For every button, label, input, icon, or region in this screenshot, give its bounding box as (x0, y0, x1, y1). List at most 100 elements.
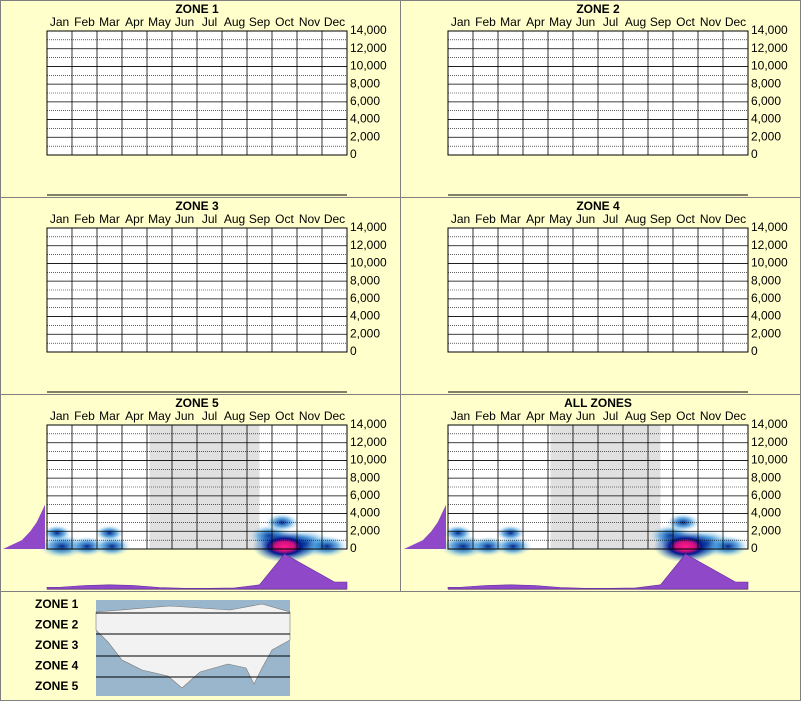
x-tick-label: Apr (125, 409, 144, 423)
y-tick-label: 12,000 (751, 238, 788, 252)
x-tick-label: Apr (125, 15, 144, 29)
y-tick-label: 14,000 (751, 220, 788, 234)
hotspot (252, 530, 317, 563)
elevation-density (404, 504, 446, 549)
plot-border (46, 424, 348, 550)
y-tick-label: 2,000 (751, 129, 781, 143)
x-tick-label: Jan (50, 15, 69, 29)
y-tick-label: 12,000 (350, 238, 387, 252)
x-tick-label: Dec (324, 409, 345, 423)
y-tick-label: 8,000 (751, 273, 781, 287)
x-tick-label: May (148, 212, 171, 226)
x-tick-label: Feb (475, 212, 496, 226)
x-tick-label: Jul (603, 15, 618, 29)
hotspot (494, 536, 532, 557)
y-tick-label: 8,000 (350, 470, 380, 484)
y-tick-label: 8,000 (751, 470, 781, 484)
x-tick-label: Apr (526, 212, 545, 226)
zone-label: ZONE 2 (35, 618, 79, 632)
x-tick-label: Jul (202, 409, 217, 423)
plot-border (46, 227, 348, 353)
chart-title: ZONE 5 (175, 396, 219, 410)
x-tick-label: Jan (50, 212, 69, 226)
y-tick-label: 4,000 (751, 506, 781, 520)
x-tick-label: Aug (224, 15, 245, 29)
plot-border (447, 227, 749, 353)
y-tick-label: 4,000 (751, 309, 781, 323)
chart-title: ZONE 2 (576, 2, 620, 16)
y-tick-label: 12,000 (751, 41, 788, 55)
x-tick-label: Sep (249, 409, 271, 423)
hotspot (496, 525, 525, 542)
x-tick-label: Jun (576, 15, 595, 29)
x-tick-label: Dec (324, 212, 345, 226)
x-tick-label: Feb (475, 15, 496, 29)
x-tick-label: Jul (202, 212, 217, 226)
plot-border (46, 30, 348, 156)
chart-title: ZONE 4 (576, 199, 620, 213)
x-tick-label: May (549, 409, 572, 423)
y-tick-label: 14,000 (350, 23, 387, 37)
x-tick-label: Apr (526, 409, 545, 423)
x-tick-label: Jan (451, 409, 470, 423)
x-tick-label: Oct (676, 15, 695, 29)
hotspot (707, 535, 749, 558)
x-tick-label: Sep (249, 15, 271, 29)
x-tick-label: Jan (50, 409, 69, 423)
hotspot (42, 525, 72, 542)
x-tick-label: Nov (700, 212, 721, 226)
x-tick-label: Aug (625, 15, 646, 29)
x-tick-label: Dec (725, 212, 746, 226)
chart-title: ZONE 3 (175, 199, 219, 213)
y-tick-label: 0 (751, 344, 758, 358)
x-tick-label: Jun (576, 212, 595, 226)
y-tick-label: 6,000 (350, 94, 380, 108)
hotspot (653, 530, 718, 563)
x-tick-label: Jan (451, 212, 470, 226)
month-density (46, 553, 348, 590)
x-tick-label: Sep (650, 15, 672, 29)
y-tick-label: 0 (350, 541, 357, 555)
x-tick-label: Aug (625, 409, 646, 423)
x-tick-label: Apr (526, 15, 545, 29)
x-tick-label: Feb (74, 15, 95, 29)
y-tick-label: 2,000 (350, 326, 380, 340)
y-tick-label: 6,000 (350, 291, 380, 305)
x-tick-label: Nov (299, 15, 320, 29)
y-tick-label: 0 (751, 147, 758, 161)
y-tick-label: 2,000 (350, 523, 380, 537)
x-tick-label: Sep (650, 212, 672, 226)
x-tick-label: Feb (74, 409, 95, 423)
x-tick-label: Mar (500, 212, 521, 226)
y-tick-label: 0 (350, 147, 357, 161)
x-tick-label: Jun (576, 409, 595, 423)
y-tick-label: 2,000 (751, 326, 781, 340)
y-tick-label: 0 (751, 541, 758, 555)
y-tick-label: 6,000 (751, 488, 781, 502)
x-tick-label: Nov (299, 409, 320, 423)
y-tick-label: 4,000 (350, 112, 380, 126)
x-tick-label: Dec (324, 15, 345, 29)
x-tick-label: May (148, 15, 171, 29)
y-tick-label: 12,000 (350, 435, 387, 449)
y-tick-label: 14,000 (751, 23, 788, 37)
x-tick-label: Aug (224, 212, 245, 226)
x-tick-label: Dec (725, 409, 746, 423)
y-tick-label: 10,000 (350, 59, 387, 73)
x-tick-label: Feb (475, 409, 496, 423)
x-tick-label: Jul (603, 212, 618, 226)
zone-label: ZONE 1 (35, 597, 79, 611)
y-tick-label: 4,000 (751, 112, 781, 126)
hotspot (93, 536, 131, 557)
y-tick-label: 14,000 (350, 417, 387, 431)
x-tick-label: Jan (451, 15, 470, 29)
x-tick-label: Mar (500, 15, 521, 29)
y-tick-label: 2,000 (350, 129, 380, 143)
y-tick-label: 10,000 (350, 453, 387, 467)
x-tick-label: Oct (275, 15, 294, 29)
y-tick-label: 2,000 (751, 523, 781, 537)
x-tick-label: Mar (500, 409, 521, 423)
x-tick-label: Nov (700, 409, 721, 423)
x-tick-label: Jun (175, 15, 194, 29)
